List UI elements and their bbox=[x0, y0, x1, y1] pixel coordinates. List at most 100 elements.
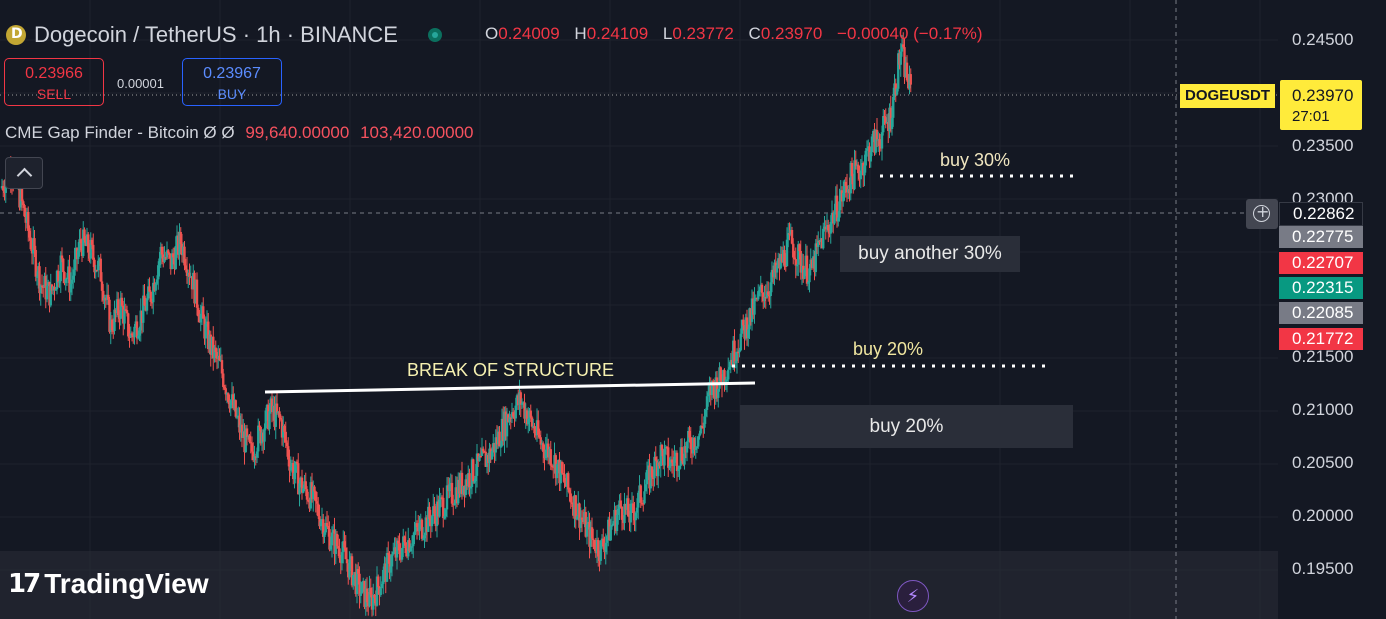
candle bbox=[517, 395, 520, 405]
candle bbox=[137, 335, 140, 339]
candle bbox=[474, 475, 477, 482]
candle bbox=[710, 380, 714, 396]
candle bbox=[60, 255, 64, 259]
candle bbox=[573, 495, 576, 516]
candle bbox=[207, 321, 210, 350]
candle bbox=[607, 519, 610, 537]
candle bbox=[777, 258, 780, 266]
candle bbox=[280, 419, 284, 438]
ohlc-readout: O0.24009 H0.24109 L0.23772 C0.23970 −0.0… bbox=[485, 24, 993, 44]
candle bbox=[905, 62, 909, 81]
candle bbox=[324, 522, 327, 533]
candle bbox=[379, 588, 382, 595]
candle bbox=[292, 463, 295, 480]
candle bbox=[572, 504, 575, 516]
candle bbox=[332, 529, 335, 533]
last-price: 0.23970 bbox=[1292, 86, 1354, 105]
ohlc-low: 0.23772 bbox=[672, 24, 734, 43]
note-buy-30[interactable]: buy 30% bbox=[940, 150, 1011, 170]
indicator-legend[interactable]: CME Gap Finder - Bitcoin Ø Ø 99,640.0000… bbox=[5, 123, 474, 143]
market-status-icon[interactable] bbox=[427, 28, 442, 42]
candle bbox=[404, 542, 407, 553]
candle bbox=[828, 230, 831, 234]
candle bbox=[174, 246, 177, 269]
candle bbox=[288, 459, 291, 471]
candle bbox=[510, 412, 514, 418]
symbol-header[interactable]: Dogecoin / TetherUS · 1h · BINANCE bbox=[6, 20, 442, 50]
candle bbox=[483, 451, 486, 453]
candle bbox=[870, 136, 874, 153]
candle bbox=[805, 255, 809, 284]
candle bbox=[507, 414, 510, 422]
candle bbox=[23, 205, 26, 217]
candle bbox=[862, 162, 865, 176]
candle bbox=[563, 474, 566, 483]
candle bbox=[730, 359, 734, 366]
candle bbox=[687, 430, 690, 442]
ohlc-open: 0.24009 bbox=[498, 24, 560, 43]
candle bbox=[593, 540, 596, 550]
candle bbox=[702, 426, 705, 429]
candle bbox=[190, 276, 194, 290]
candle bbox=[558, 460, 561, 484]
candle bbox=[24, 216, 27, 223]
candle bbox=[113, 309, 116, 332]
candle bbox=[172, 253, 175, 258]
candle bbox=[219, 360, 222, 362]
last-price-tag: 0.23970 27:01 bbox=[1280, 80, 1362, 130]
candle bbox=[240, 424, 244, 438]
sell-button[interactable]: 0.23966 SELL bbox=[4, 58, 104, 106]
buy-button[interactable]: 0.23967 BUY bbox=[182, 58, 282, 106]
candle bbox=[263, 428, 266, 442]
collapse-legend-button[interactable] bbox=[5, 157, 43, 189]
note-break-of-structure[interactable]: BREAK OF STRUCTURE bbox=[407, 360, 615, 380]
candle bbox=[835, 195, 839, 222]
note-buy-20-zone[interactable]: buy 20% bbox=[740, 405, 1073, 448]
candle bbox=[452, 503, 455, 506]
candle bbox=[897, 53, 900, 89]
lightning-button[interactable]: ⚡ bbox=[897, 580, 929, 612]
candle bbox=[63, 272, 66, 283]
candle bbox=[220, 360, 224, 374]
candle bbox=[794, 259, 797, 266]
candle bbox=[469, 486, 472, 489]
candle bbox=[769, 282, 772, 296]
candle bbox=[413, 531, 416, 536]
candle bbox=[115, 299, 119, 314]
candle bbox=[670, 459, 674, 463]
candle bbox=[390, 554, 394, 567]
candle bbox=[188, 272, 191, 277]
candle bbox=[349, 556, 352, 560]
candle bbox=[323, 532, 326, 537]
candle bbox=[534, 433, 537, 436]
candle bbox=[717, 388, 720, 398]
note-buy-another-30[interactable]: buy another 30% bbox=[840, 236, 1020, 272]
candle bbox=[638, 485, 641, 493]
candle bbox=[585, 524, 589, 537]
candle bbox=[529, 410, 532, 418]
candle bbox=[548, 449, 551, 458]
candle bbox=[754, 297, 757, 300]
candle bbox=[830, 212, 834, 222]
candle bbox=[909, 74, 912, 85]
candle bbox=[68, 266, 71, 293]
axis-tick: 0.23500 bbox=[1292, 136, 1354, 155]
candle bbox=[634, 512, 637, 521]
candle bbox=[164, 257, 167, 259]
candle bbox=[257, 425, 260, 452]
candle bbox=[677, 469, 680, 472]
candle bbox=[480, 448, 484, 457]
candle bbox=[463, 485, 466, 495]
note-buy-20-upper[interactable]: buy 20% bbox=[853, 339, 924, 359]
candle bbox=[782, 250, 785, 262]
candle bbox=[354, 572, 357, 595]
add-alert-button[interactable] bbox=[1246, 199, 1278, 229]
candle bbox=[584, 512, 587, 537]
tradingview-logo[interactable]: 17 TradingView bbox=[8, 568, 209, 600]
bos-line[interactable] bbox=[264, 381, 756, 394]
candle bbox=[233, 400, 236, 409]
indicator-value-1: 99,640.00000 bbox=[245, 123, 350, 142]
symbol-title[interactable]: Dogecoin / TetherUS · 1h · BINANCE bbox=[34, 22, 398, 47]
candle bbox=[49, 284, 52, 306]
